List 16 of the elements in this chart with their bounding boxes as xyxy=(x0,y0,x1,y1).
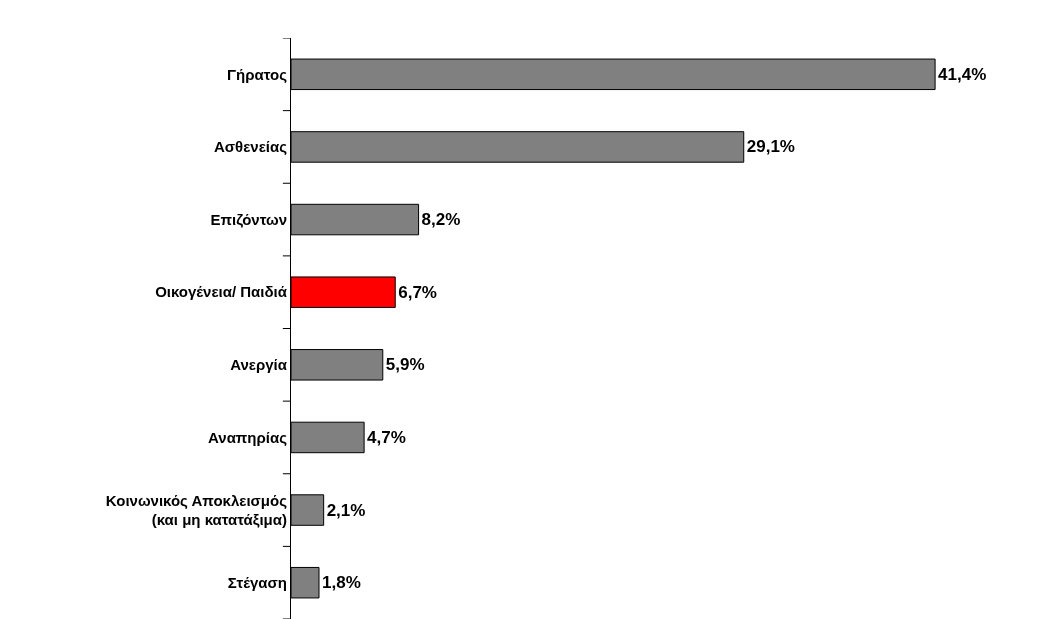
data-label: 29,1% xyxy=(746,137,795,157)
data-label: 41,4% xyxy=(938,64,987,84)
y-tick-label: Στέγαση xyxy=(227,573,287,591)
y-tick-label: Ανεργία xyxy=(230,356,288,374)
y-tick-label: Αναπηρίας xyxy=(208,428,288,446)
y-tick-label: Επιζόντων xyxy=(210,210,287,228)
data-label: 8,2% xyxy=(421,210,461,230)
y-tick-label: Κοινωνικός Αποκλεισμός (και μη κατατάξιμα) xyxy=(105,491,288,529)
data-label: 5,9% xyxy=(385,355,425,375)
y-tick-label: Γήρατος xyxy=(227,65,288,83)
data-label: 1,8% xyxy=(322,573,361,593)
data-label: 4,7% xyxy=(367,427,406,447)
y-tick-label: Οικογένεια/ Παιδιά xyxy=(155,283,288,301)
data-label: 6,7% xyxy=(398,282,437,302)
y-tick-label: Ασθενείας xyxy=(214,138,288,156)
data-label: 2,1% xyxy=(326,500,366,520)
